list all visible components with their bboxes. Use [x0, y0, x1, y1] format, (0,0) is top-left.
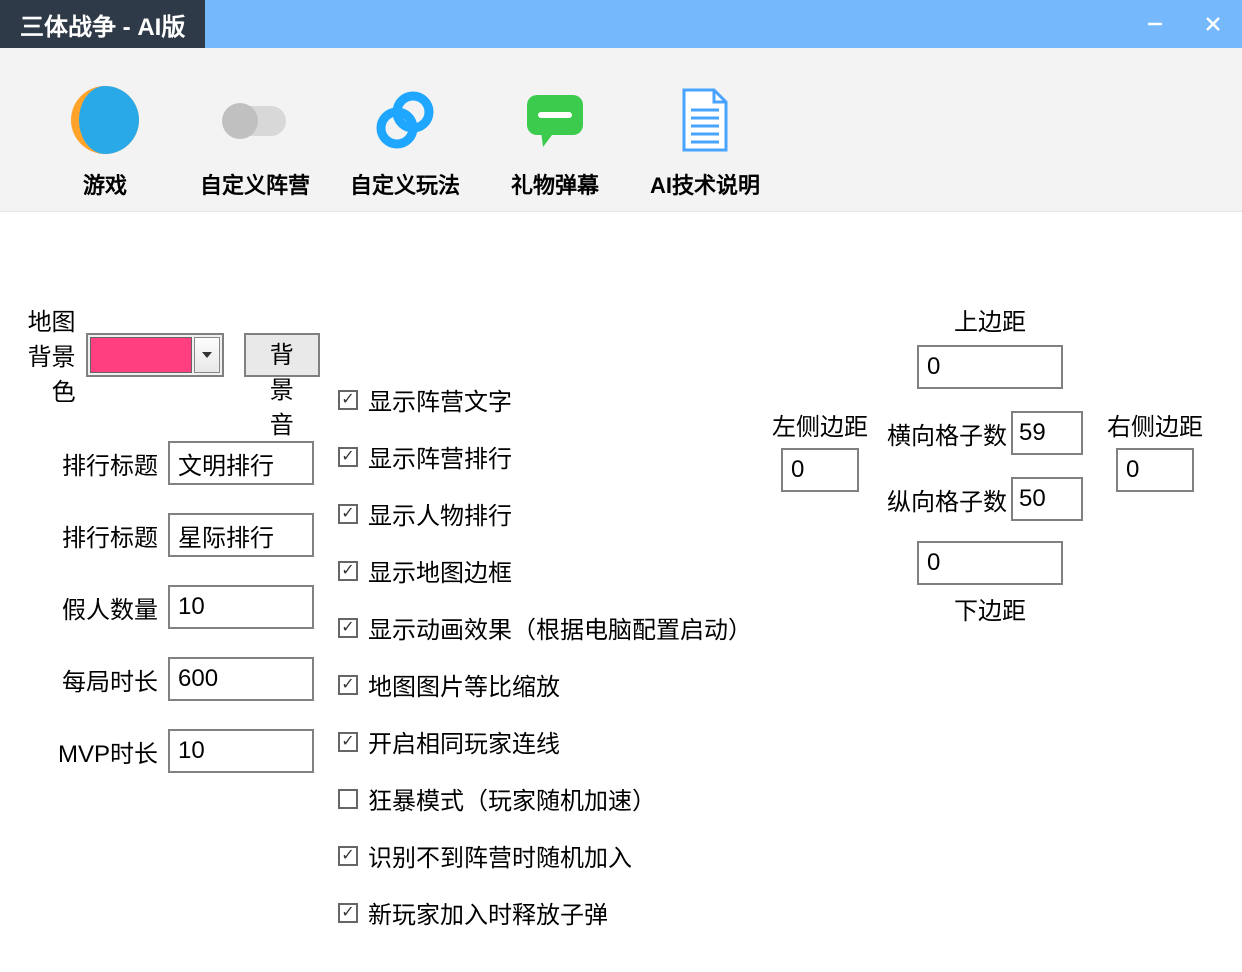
checkbox[interactable]: ✓ [338, 675, 358, 695]
minimize-icon [1145, 14, 1165, 34]
toolbar-item-faction[interactable]: 自定义阵营 [180, 60, 330, 200]
checkbox-label: 识别不到阵营时随机加入 [368, 838, 632, 873]
doc-icon [676, 80, 734, 160]
checkbox[interactable]: ✓ [338, 447, 358, 467]
toolbar-label: 自定义玩法 [350, 168, 460, 200]
checkbox[interactable]: ✓ [338, 504, 358, 524]
titlebar: 三体战争 - AI版 [0, 0, 1242, 48]
left-margin-input[interactable] [781, 448, 859, 492]
bgm-button[interactable]: 背景音乐 [244, 333, 320, 377]
left-margin-label: 左侧边距 [765, 407, 875, 442]
mvp-time-label: MVP时长 [58, 734, 158, 769]
rank-title2-label: 排行标题 [62, 518, 158, 553]
checkbox-label: 显示阵营排行 [368, 439, 512, 474]
toggle-icon [218, 80, 292, 160]
toolbar-label: 礼物弹幕 [511, 168, 599, 200]
mvp-time-input[interactable] [168, 729, 314, 773]
checkbox-row[interactable]: 狂暴模式（玩家随机加速） [338, 781, 750, 816]
checkbox-label: 显示动画效果（根据电脑配置启动） [368, 610, 750, 645]
map-bg-label: 地图背景色 [20, 302, 76, 407]
titlebar-spacer [205, 0, 1126, 48]
rows-input[interactable] [1011, 477, 1083, 521]
checkbox-label: 狂暴模式（玩家随机加速） [368, 781, 656, 816]
cols-label: 横向格子数 [887, 416, 1007, 451]
checkbox[interactable]: ✓ [338, 561, 358, 581]
checkbox-row[interactable]: ✓ 开启相同玩家连线 [338, 724, 750, 759]
minimize-button[interactable] [1126, 0, 1184, 48]
close-button[interactable] [1184, 0, 1242, 48]
close-icon [1203, 14, 1223, 34]
checkbox-label: 开启相同玩家连线 [368, 724, 560, 759]
chevron-down-icon[interactable] [194, 337, 220, 373]
cols-input[interactable] [1011, 411, 1083, 455]
checkbox[interactable] [338, 789, 358, 809]
map-bg-color-picker[interactable] [86, 333, 224, 377]
game-icon [68, 80, 142, 160]
top-margin-label: 上边距 [760, 302, 1220, 337]
checkbox-row[interactable]: ✓ 显示地图边框 [338, 553, 750, 588]
checkbox[interactable]: ✓ [338, 618, 358, 638]
color-swatch [90, 337, 192, 373]
right-margin-label: 右侧边距 [1095, 407, 1215, 442]
toolbar-label: 游戏 [83, 168, 127, 200]
checkbox-label: 显示地图边框 [368, 553, 512, 588]
checkbox[interactable]: ✓ [338, 390, 358, 410]
checkbox-row[interactable]: ✓ 显示动画效果（根据电脑配置启动） [338, 610, 750, 645]
toolbar-item-danmaku[interactable]: 礼物弹幕 [480, 60, 630, 200]
checkbox[interactable]: ✓ [338, 903, 358, 923]
checkbox-label: 地图图片等比缩放 [368, 667, 560, 702]
toolbar-label: 自定义阵营 [200, 168, 310, 200]
toolbar: 游戏 自定义阵营 自定义玩法 礼物弹幕 [0, 48, 1242, 212]
top-margin-input[interactable] [917, 345, 1063, 389]
bottom-margin-label: 下边距 [760, 591, 1220, 626]
rows-label: 纵向格子数 [887, 482, 1007, 517]
checkbox[interactable]: ✓ [338, 732, 358, 752]
left-column: 地图背景色 背景音乐 排行标题 排行标题 假人数量 每局时长 MV [20, 302, 320, 952]
checkbox-column: ✓ 显示阵营文字 ✓ 显示阵营排行 ✓ 显示人物排行 ✓ 显示地图边框 ✓ 显示动画效果（根据电脑… [320, 302, 750, 952]
checkbox-row[interactable]: ✓ 地图图片等比缩放 [338, 667, 750, 702]
fake-count-input[interactable] [168, 585, 314, 629]
window-title: 三体战争 - AI版 [0, 0, 205, 48]
checkbox-row[interactable]: ✓ 识别不到阵营时随机加入 [338, 838, 750, 873]
checkbox-label: 新玩家加入时释放子弹 [368, 895, 608, 930]
checkbox-row[interactable]: ✓ 显示阵营排行 [338, 439, 750, 474]
bottom-margin-input[interactable] [917, 541, 1063, 585]
checkbox-label: 显示人物排行 [368, 496, 512, 531]
right-margin-input[interactable] [1116, 448, 1194, 492]
margins-panel: 上边距 左侧边距 横向格子数 纵向格子数 右侧边距 [760, 302, 1220, 626]
round-time-label: 每局时长 [62, 662, 158, 697]
toolbar-item-game[interactable]: 游戏 [30, 60, 180, 200]
fake-count-label: 假人数量 [62, 590, 158, 625]
checkbox[interactable]: ✓ [338, 846, 358, 866]
checkbox-row[interactable]: ✓ 显示阵营文字 [338, 382, 750, 417]
checkbox-row[interactable]: ✓ 新玩家加入时释放子弹 [338, 895, 750, 930]
toolbar-label: AI技术说明 [650, 168, 760, 200]
checkbox-row[interactable]: ✓ 显示人物排行 [338, 496, 750, 531]
round-time-input[interactable] [168, 657, 314, 701]
link-icon [371, 80, 439, 160]
toolbar-item-gameplay[interactable]: 自定义玩法 [330, 60, 480, 200]
chat-icon [521, 80, 589, 160]
rank-title1-input[interactable] [168, 441, 314, 485]
toolbar-item-ai-doc[interactable]: AI技术说明 [630, 60, 780, 200]
rank-title2-input[interactable] [168, 513, 314, 557]
checkbox-label: 显示阵营文字 [368, 382, 512, 417]
main-panel: 地图背景色 背景音乐 排行标题 排行标题 假人数量 每局时长 MV [0, 212, 1242, 972]
rank-title1-label: 排行标题 [62, 446, 158, 481]
